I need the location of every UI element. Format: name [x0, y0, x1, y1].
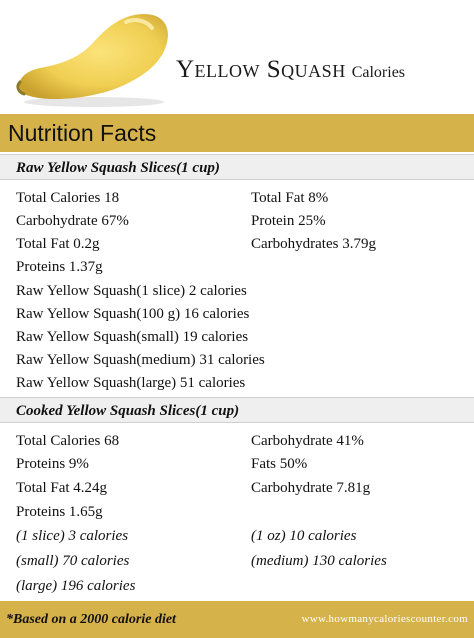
raw-serving-line: Raw Yellow Squash(100 g) 16 calories — [16, 306, 250, 322]
diet-note: *Based on a 2000 calorie diet — [6, 612, 176, 627]
cooked-right-line: Carbohydrate 7.81g — [251, 480, 371, 496]
raw-left-line: Proteins 1.37g — [16, 259, 103, 275]
cooked-left-line: Proteins 1.65g — [16, 504, 103, 520]
cooked-right-line: Fats 50% — [251, 456, 308, 472]
raw-serving-line: Raw Yellow Squash(1 slice) 2 calories — [16, 283, 247, 299]
yellow-squash-illustration — [16, 14, 168, 107]
raw-left-line: Carbohydrate 67% — [16, 213, 129, 229]
raw-left-line: Total Calories 18 — [16, 190, 120, 206]
raw-left-line: Total Fat 0.2g — [16, 236, 100, 252]
cooked-right-line: Carbohydrate 41% — [251, 433, 364, 449]
cooked-left-line: Proteins 9% — [16, 456, 89, 472]
raw-right-line: Protein 25% — [251, 213, 326, 229]
cooked-left-line: Total Fat 4.24g — [16, 480, 108, 496]
page-title: Yellow Squash Calories — [176, 56, 405, 84]
raw-right-line: Carbohydrates 3.79g — [251, 236, 376, 252]
raw-section-heading: Raw Yellow Squash Slices(1 cup) — [0, 154, 474, 180]
header: Yellow Squash Calories — [0, 0, 474, 112]
raw-serving-line: Raw Yellow Squash(medium) 31 calories — [16, 352, 265, 368]
cooked-serving-line: (1 oz) 10 calories — [251, 528, 357, 544]
nutrition-facts-bar: Nutrition Facts — [0, 114, 474, 152]
title-main: Yellow Squash — [176, 56, 346, 83]
cooked-serving-line: (small) 70 calories — [16, 553, 130, 569]
cooked-section-heading: Cooked Yellow Squash Slices(1 cup) — [0, 397, 474, 423]
site-url: www.howmanycaloriescounter.com — [301, 613, 468, 625]
cooked-left-line: Total Calories 68 — [16, 433, 120, 449]
raw-serving-line: Raw Yellow Squash(large) 51 calories — [16, 375, 246, 391]
cooked-serving-line: (medium) 130 calories — [251, 553, 387, 569]
cooked-serving-line: (large) 196 calories — [16, 578, 136, 594]
raw-right-line: Total Fat 8% — [251, 190, 329, 206]
footer-bar: *Based on a 2000 calorie diet www.howman… — [0, 601, 474, 638]
title-sub: Calories — [351, 64, 406, 81]
raw-serving-line: Raw Yellow Squash(small) 19 calories — [16, 329, 249, 345]
cooked-serving-line: (1 slice) 3 calories — [16, 528, 129, 544]
